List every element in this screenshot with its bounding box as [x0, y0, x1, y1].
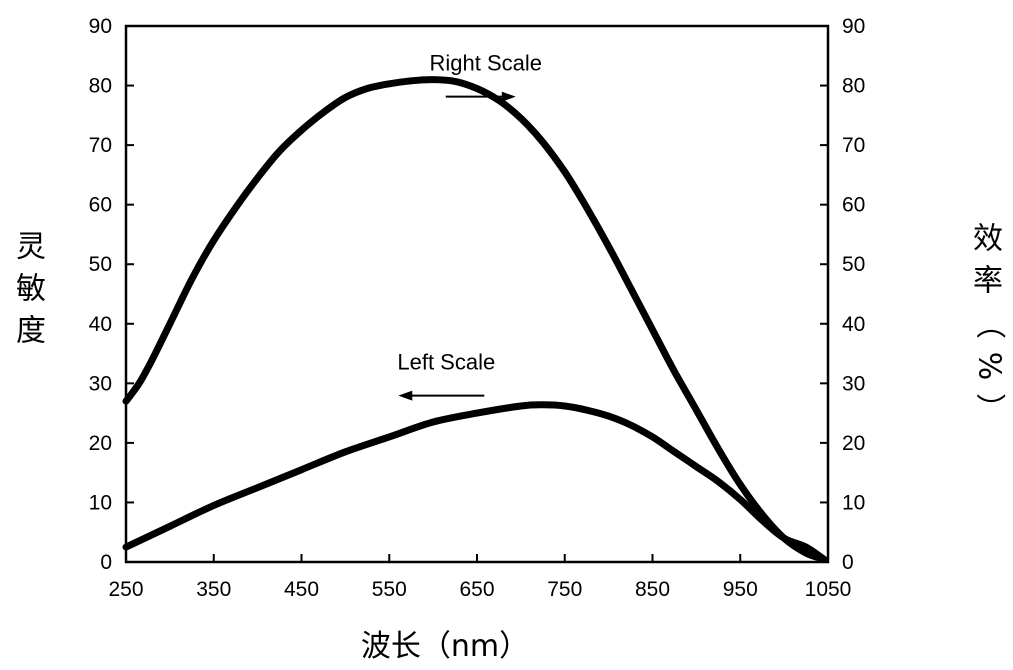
series-line-left-scale	[122, 401, 828, 563]
x-tick-label: 350	[196, 578, 231, 601]
y-tick-label-left: 50	[89, 253, 112, 276]
y-tick-label-right: 90	[842, 15, 865, 38]
left-y-axis: 0 10 20 30 40 50 60 70 80 90	[89, 15, 134, 574]
series-line-right-scale	[122, 76, 828, 563]
y-tick-label-left: 10	[89, 491, 112, 514]
y-tick-label-right: 70	[842, 134, 865, 157]
left-y-axis-title: 灵敏度	[16, 230, 46, 349]
x-tick-label: 550	[372, 578, 407, 601]
y-tick-label-left: 30	[89, 372, 112, 395]
annotations: Right Scale Left Scale	[397, 51, 542, 401]
annotation-label: Left Scale	[397, 350, 495, 375]
axis-title-char: 率	[973, 264, 1003, 299]
y-tick-label-left: 20	[89, 432, 112, 455]
axis-title-char: 效	[973, 222, 1003, 257]
y-tick-label-right: 50	[842, 253, 865, 276]
x-tick-label: 450	[284, 578, 319, 601]
y-tick-label-right: 0	[842, 551, 854, 574]
y-tick-label-right: 10	[842, 491, 865, 514]
y-tick-label-right: 80	[842, 75, 865, 98]
arrow-right-icon	[501, 91, 516, 102]
y-tick-label-right: 20	[842, 432, 865, 455]
y-tick-label-left: 40	[89, 313, 112, 336]
y-tick-label-left: 80	[89, 75, 112, 98]
x-tick-label: 950	[723, 578, 758, 601]
annotation-label: Right Scale	[430, 51, 543, 76]
x-tick-label: 650	[459, 578, 494, 601]
right-y-axis-title: 效率 （% ）	[972, 222, 1007, 424]
x-tick-label: 250	[108, 578, 143, 601]
series-layer	[122, 76, 828, 563]
axis-title-char: （	[972, 309, 1007, 339]
y-tick-label-right: 30	[842, 372, 865, 395]
arrow-left-icon	[398, 390, 413, 401]
axis-title-char: 敏	[16, 272, 46, 307]
axis-title-char: 度	[16, 314, 46, 349]
y-tick-label-right: 40	[842, 313, 865, 336]
right-y-axis: 0 10 20 30 40 50 60 70 80 90	[820, 15, 865, 574]
axis-title-char: ）	[972, 393, 1007, 423]
x-tick-label: 850	[635, 578, 670, 601]
x-tick-label: 1050	[805, 578, 852, 601]
x-tick-label: 750	[547, 578, 582, 601]
y-tick-label-right: 60	[842, 194, 865, 217]
y-tick-label-left: 0	[100, 551, 112, 574]
y-tick-label-left: 70	[89, 134, 112, 157]
x-axis: 250 350 450 550 650 750 850 950 1050	[108, 554, 851, 601]
y-tick-label-left: 60	[89, 194, 112, 217]
y-tick-label-left: 90	[89, 15, 112, 38]
axis-title-char: 灵	[16, 230, 46, 265]
x-axis-title: 波长（nm）	[361, 629, 529, 664]
axis-title-char: %	[972, 352, 1007, 381]
